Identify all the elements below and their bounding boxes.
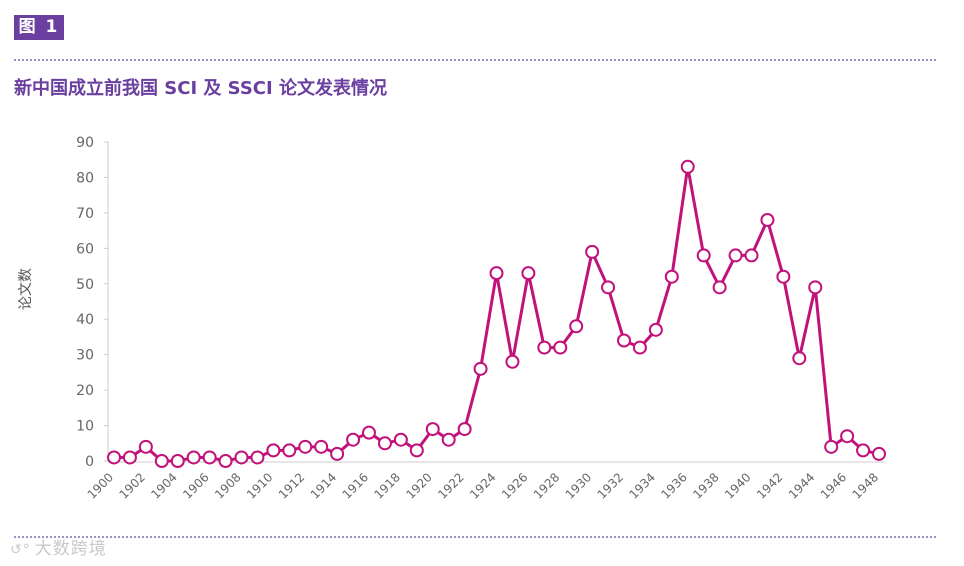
data-point xyxy=(712,280,727,295)
x-tick-label: 1916 xyxy=(340,470,371,501)
data-point xyxy=(808,280,823,295)
x-tick-label: 1928 xyxy=(531,470,562,501)
watermark: ↺° 大数跨境 xyxy=(10,534,107,559)
data-point xyxy=(601,280,616,295)
x-tick-label: 1936 xyxy=(658,470,689,501)
data-point xyxy=(648,322,663,337)
x-tick-label: 1910 xyxy=(244,470,275,501)
data-point xyxy=(473,361,488,376)
data-point xyxy=(266,443,281,458)
x-tick-label: 1932 xyxy=(595,470,626,501)
data-point xyxy=(154,454,169,468)
data-point xyxy=(107,450,121,465)
data-point xyxy=(346,432,361,447)
data-point xyxy=(664,269,679,284)
data-point xyxy=(521,266,536,281)
data-point xyxy=(282,443,297,458)
data-point xyxy=(170,454,185,468)
x-tick-label: 1926 xyxy=(499,470,530,501)
data-point xyxy=(728,248,743,263)
data-point xyxy=(776,269,791,284)
data-point xyxy=(585,244,600,259)
data-point xyxy=(393,432,408,447)
y-tick-label: 80 xyxy=(76,170,94,186)
series-line xyxy=(107,159,886,468)
data-point xyxy=(840,429,855,444)
data-point xyxy=(569,319,584,334)
x-tick-label: 1900 xyxy=(85,470,116,501)
x-tick-label: 1946 xyxy=(818,470,849,501)
top-divider xyxy=(14,59,936,61)
data-point xyxy=(553,340,568,355)
data-point xyxy=(425,422,440,437)
y-tick-label: 30 xyxy=(76,348,94,364)
data-point xyxy=(186,450,201,465)
data-point xyxy=(680,159,695,174)
data-point xyxy=(409,443,424,458)
series-polyline xyxy=(114,165,880,463)
y-tick-label: 50 xyxy=(76,277,94,293)
data-point xyxy=(218,454,233,468)
x-tick-label: 1902 xyxy=(116,470,147,501)
data-point xyxy=(632,340,647,355)
data-point xyxy=(250,450,265,465)
chart-title: 新中国成立前我国 SCI 及 SSCI 论文发表情况 xyxy=(14,78,387,99)
figure-badge: 图 1 xyxy=(14,15,64,40)
x-tick-label: 1918 xyxy=(371,470,402,501)
data-point xyxy=(792,351,807,366)
data-point xyxy=(457,422,472,437)
x-tick-label: 1930 xyxy=(563,470,594,501)
data-point xyxy=(362,425,376,440)
x-tick-label: 1938 xyxy=(690,470,721,501)
x-tick-label: 1924 xyxy=(467,470,498,501)
y-tick-label: 60 xyxy=(76,241,94,257)
x-tick-label: 1948 xyxy=(850,470,881,501)
x-tick-label: 1934 xyxy=(626,470,657,501)
data-point xyxy=(138,439,153,454)
data-point xyxy=(489,266,504,281)
x-tick-label: 1904 xyxy=(148,470,179,501)
data-point xyxy=(441,432,456,447)
x-tick-label: 1920 xyxy=(403,470,434,501)
y-tick-label: 40 xyxy=(76,312,94,328)
data-point xyxy=(314,439,329,454)
x-tick-label: 1942 xyxy=(754,470,785,501)
x-axis: 1900 1902 1904 1906 1908 1910 1912 1914 1916 1918… xyxy=(85,461,885,502)
y-tick-label: 10 xyxy=(76,419,94,435)
y-axis-label: 论文数 xyxy=(18,268,34,310)
data-point xyxy=(234,450,249,465)
x-tick-label: 1914 xyxy=(308,470,339,501)
data-point xyxy=(617,333,631,348)
data-point xyxy=(760,212,775,227)
data-point xyxy=(744,248,759,263)
data-point xyxy=(122,450,137,465)
bottom-divider xyxy=(14,536,936,538)
logo-swirl-icon: ↺° xyxy=(10,542,31,558)
data-point xyxy=(696,248,711,263)
y-axis: 0 10 20 30 40 50 60 70 80 90 xyxy=(76,135,109,470)
data-point xyxy=(330,446,345,461)
x-tick-label: 1922 xyxy=(435,470,466,501)
data-point xyxy=(298,439,313,454)
data-point xyxy=(505,354,520,369)
x-tick-label: 1908 xyxy=(212,470,243,501)
data-point xyxy=(872,446,886,461)
y-tick-label: 70 xyxy=(76,206,94,222)
y-tick-label: 0 xyxy=(85,454,94,470)
data-point xyxy=(537,340,552,355)
data-point xyxy=(377,436,392,451)
y-tick-label: 90 xyxy=(76,135,94,151)
x-tick-label: 1940 xyxy=(722,470,753,501)
x-tick-label: 1944 xyxy=(786,470,817,501)
y-tick-label: 20 xyxy=(76,383,94,399)
watermark-text: 大数跨境 xyxy=(34,539,107,559)
x-tick-label: 1912 xyxy=(276,470,307,501)
x-tick-label: 1906 xyxy=(180,470,211,501)
data-point xyxy=(202,450,217,465)
data-point xyxy=(856,443,871,458)
data-point xyxy=(824,439,839,454)
